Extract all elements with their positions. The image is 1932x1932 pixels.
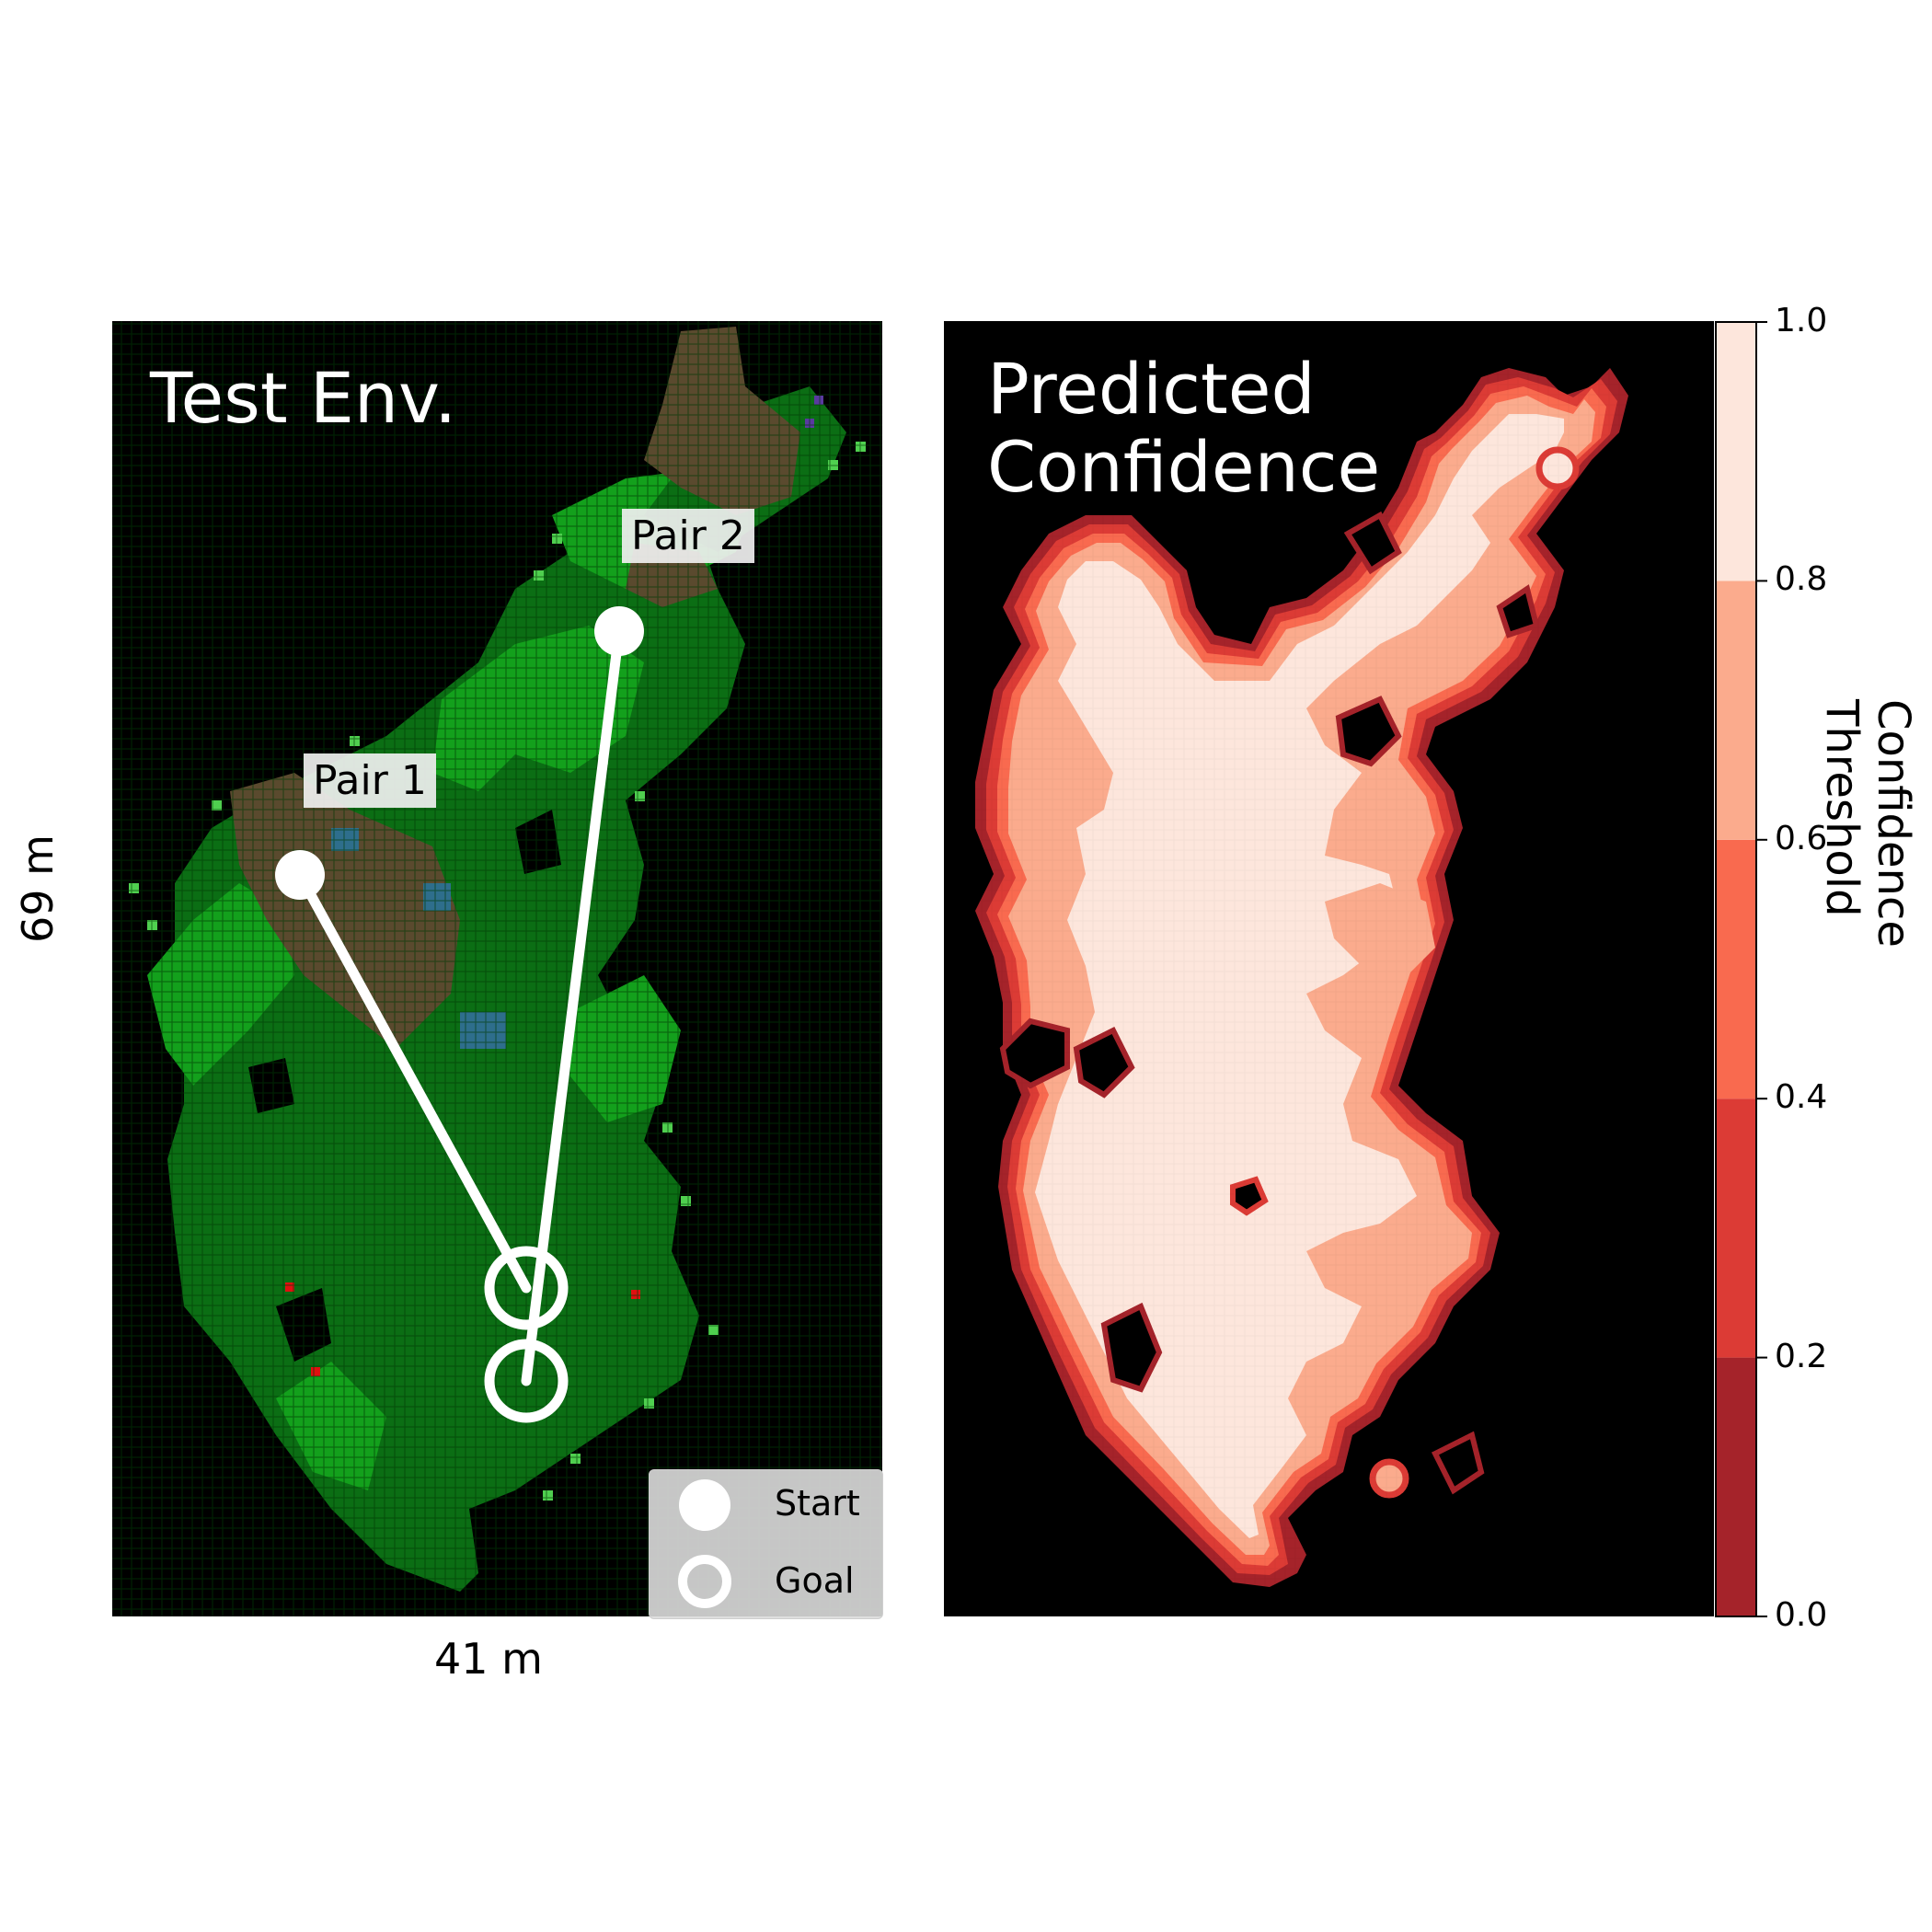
- colorbar-band-1: [1716, 1098, 1756, 1358]
- colorbar-tick-label: 0.0: [1775, 1596, 1828, 1634]
- colorbar-tick-label: 0.2: [1775, 1337, 1828, 1375]
- colorbar-band-3: [1716, 581, 1756, 840]
- colorbar-tick-label: 0.4: [1775, 1078, 1828, 1117]
- y-axis-label: 69 m: [13, 834, 63, 943]
- colorbar-band-0: [1716, 1357, 1756, 1616]
- colorbar-tick-label: 1.0: [1775, 302, 1828, 339]
- colorbar-bands: [1716, 322, 1756, 1616]
- grid-overlay: [112, 321, 882, 1616]
- confidence-grid-overlay: [944, 321, 1714, 1616]
- pair-2-goal-marker: [484, 1339, 569, 1423]
- colorbar-tick-label: 0.8: [1775, 560, 1828, 599]
- confidence-panel: [944, 321, 1714, 1616]
- colorbar-frame: [1715, 321, 1757, 1617]
- colorbar: [1715, 321, 1767, 1617]
- pair-2-start-marker: [594, 606, 644, 656]
- colorbar-label: Confidence Threshold: [1816, 699, 1919, 948]
- test-env-title: Test Env.: [150, 357, 457, 439]
- legend-markers: [678, 1479, 731, 1608]
- legend-goal-label: Goal: [775, 1560, 855, 1601]
- legend-start-marker: [679, 1479, 730, 1531]
- confidence-title: Predicted Confidence: [987, 348, 1381, 509]
- terrain-map: [112, 321, 882, 1616]
- test-env-panel: [112, 321, 882, 1616]
- colorbar-band-4: [1716, 322, 1756, 581]
- pair-1-start-marker: [275, 850, 325, 900]
- colorbar-band-2: [1716, 839, 1756, 1099]
- pair-1-label: Pair 1: [304, 753, 436, 808]
- legend-start-label: Start: [775, 1483, 860, 1524]
- planned-paths: [275, 606, 644, 1423]
- legend-goal-marker: [678, 1555, 731, 1608]
- pair-1-goal-marker: [484, 1246, 569, 1330]
- legend: Start Goal: [649, 1469, 883, 1619]
- pair-1-path: [294, 869, 532, 1294]
- pair-2-label: Pair 2: [622, 509, 754, 563]
- colorbar-ticks: [1756, 321, 1767, 1617]
- confidence-map: [944, 321, 1714, 1616]
- x-axis-label: 41 m: [434, 1634, 543, 1684]
- colorbar-tick-label: 0.6: [1775, 819, 1828, 857]
